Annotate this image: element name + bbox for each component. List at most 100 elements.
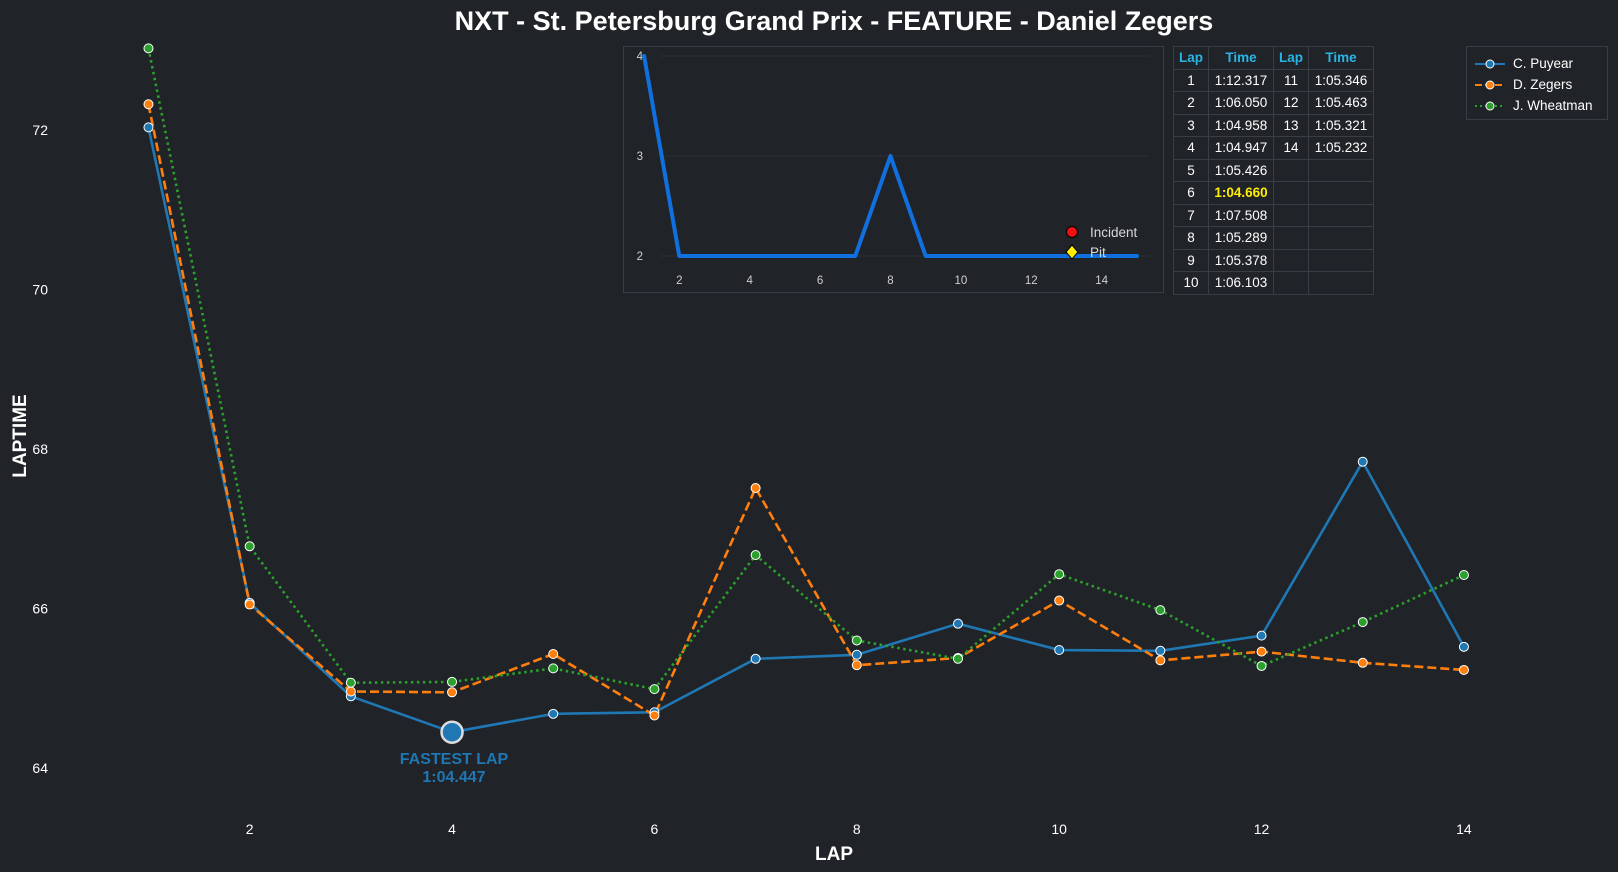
table-cell: 3 [1172,113,1210,137]
table-cell: 1:05.346 [1308,68,1375,92]
inset-legend-pit: Pit [1090,245,1106,260]
table-header: Lap [1273,46,1310,70]
table-row: 1 1:12.317 11 1:05.346 [1172,68,1375,92]
y-tick-label: 64 [32,760,48,776]
inset-y-tick-label: 2 [637,251,643,263]
x-tick-label: 8 [853,821,861,837]
table-cell [1273,181,1310,205]
table-cell: 12 [1273,91,1310,115]
table-cell: 1:05.321 [1308,113,1375,137]
y-tick-label: 66 [32,601,48,617]
data-point [649,710,660,721]
table-row: 6 1:04.660 [1172,181,1375,205]
table-cell: 1:05.463 [1308,91,1375,115]
y-tick-label: 68 [32,441,48,457]
inset-plot: 2 3 4 2 4 6 8 10 12 14 [637,51,1150,287]
legend-line-icon [1475,80,1505,89]
table-cell: 10 [1172,271,1210,295]
table-cell: 1:05.378 [1208,248,1275,272]
data-point [1458,570,1469,581]
data-point [1458,664,1469,675]
table-row: 9 1:05.378 [1172,248,1375,272]
table-cell: 1:06.103 [1208,271,1275,295]
data-point [1155,645,1166,656]
data-point [244,541,255,552]
data-point [143,99,154,110]
table-row: 10 1:06.103 [1172,271,1375,295]
data-point [851,660,862,671]
table-cell: 1:04.958 [1208,113,1275,137]
legend-item: C. Puyear [1475,53,1607,74]
table-header: Lap [1172,46,1210,70]
table-cell: 1 [1172,68,1210,92]
series-line-c-puyear [147,127,1466,734]
table-cell: 7 [1172,203,1210,227]
legend-label: D. Zegers [1513,77,1573,92]
table-cell: 14 [1273,136,1310,160]
table-cell [1273,226,1310,250]
legend-line-icon [1475,101,1505,110]
table-cell [1273,203,1310,227]
data-point [1054,645,1065,656]
data-point [1054,595,1065,606]
lap-times-table: Lap Time Lap Time 1 1:12.317 11 1:05.346 2 1:… [1172,46,1375,295]
data-point [447,687,458,698]
table-cell [1308,271,1375,295]
data-point [1256,660,1267,671]
legend-item: J. Wheatman [1475,95,1607,116]
incident-marker-icon [1066,226,1078,238]
x-tick-label: 12 [1254,821,1270,837]
table-row: 4 1:04.947 14 1:05.232 [1172,136,1375,160]
inset-y-tick-label: 3 [637,151,643,163]
legend-line-icon [1475,59,1505,68]
table-cell [1273,271,1310,295]
fastest-lap-time: 1:04.447 [422,769,485,786]
data-point [1155,605,1166,616]
table-header: Time [1208,46,1275,70]
table-cell [1308,226,1375,250]
x-tick-label: 4 [448,821,456,837]
x-tick-label: 6 [651,821,659,837]
y-tick-label: 70 [32,281,48,297]
data-point [851,635,862,646]
table-cell: 1:05.426 [1208,158,1275,182]
inset-legend-incident: Incident [1090,225,1138,240]
data-point [447,676,458,687]
data-point [244,599,255,610]
main-legend: C. Puyear D. Zegers J. Wheatman [1466,46,1608,120]
table-cell [1308,248,1375,272]
data-point [1357,456,1368,467]
data-point [548,649,559,660]
table-cell [1308,203,1375,227]
legend-item: D. Zegers [1475,74,1607,95]
inset-x-tick-label: 4 [746,275,753,287]
data-point [1357,657,1368,668]
data-point [548,663,559,674]
table-cell: 6 [1172,181,1210,205]
data-point [345,686,356,697]
inset-legend: Incident Pit [1065,225,1138,260]
series-line-j-wheatman [147,48,1465,691]
data-point [952,653,963,664]
data-point [143,43,154,54]
y-tick-label: 72 [32,122,48,138]
data-point [345,677,356,688]
data-point [548,708,559,719]
table-cell: 2 [1172,91,1210,115]
table-cell: 13 [1273,113,1310,137]
data-point [1256,630,1267,641]
data-point [143,122,154,133]
inset-x-tick-label: 8 [887,275,893,287]
table-cell: 5 [1172,158,1210,182]
table-row: 7 1:07.508 [1172,203,1375,227]
fastest-lap-annotation: FASTEST LAP 1:04.447 [400,751,509,786]
table-row: 2 1:06.050 12 1:05.463 [1172,91,1375,115]
data-point [1256,646,1267,657]
table-cell: 8 [1172,226,1210,250]
table-cell: 9 [1172,248,1210,272]
inset-x-tick-label: 12 [1025,275,1038,287]
table-cell: 11 [1273,68,1310,92]
x-axis-label: LAP [815,844,853,865]
table-cell: 1:06.050 [1208,91,1275,115]
